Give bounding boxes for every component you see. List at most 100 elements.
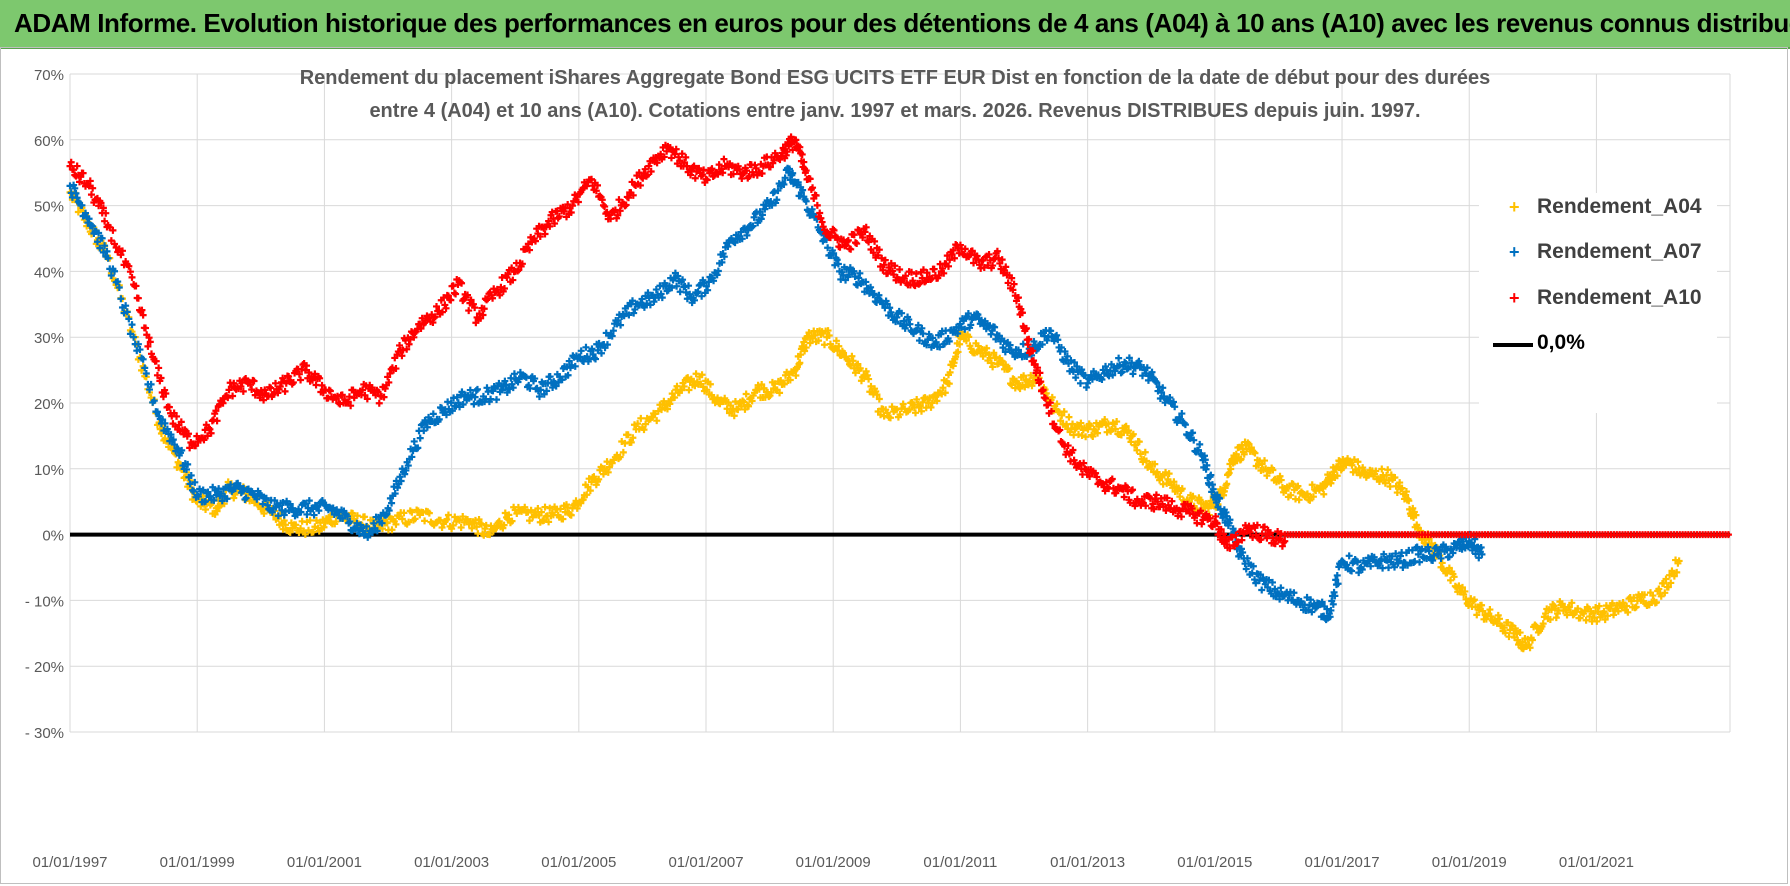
data-point: [82, 209, 90, 217]
data-point: [776, 389, 784, 397]
data-point: [990, 349, 998, 357]
data-point: [480, 305, 488, 313]
data-point: [386, 369, 394, 377]
data-point: [1169, 398, 1177, 406]
data-point: [95, 229, 103, 237]
data-point: [592, 355, 600, 363]
data-point: [830, 249, 838, 257]
data-point: [1089, 432, 1097, 440]
data-point: [1458, 583, 1466, 591]
data-point: [217, 490, 225, 498]
data-point: [792, 372, 800, 380]
data-point: [1203, 461, 1211, 469]
data-point: [1228, 533, 1236, 541]
data-point: [667, 154, 675, 162]
data-point: [1081, 371, 1089, 379]
data-point: [467, 296, 475, 304]
data-point: [1318, 598, 1326, 606]
data-point: [363, 522, 371, 530]
data-point: [785, 165, 793, 173]
data-point: [824, 327, 832, 335]
data-point: [408, 453, 416, 461]
data-point: [973, 252, 981, 260]
data-point: [1189, 492, 1197, 500]
data-point: [89, 184, 97, 192]
data-point: [723, 405, 731, 413]
data-point: [682, 288, 690, 296]
data-point: [346, 517, 354, 525]
data-point: [800, 338, 808, 346]
y-tick-label: 60%: [34, 133, 64, 150]
data-point: [449, 282, 457, 290]
data-point: [385, 507, 393, 515]
data-point: [681, 158, 689, 166]
data-point: [477, 520, 485, 528]
data-point: [691, 382, 699, 390]
data-point: [695, 164, 703, 172]
data-point: [1158, 389, 1166, 397]
data-point: [186, 480, 194, 488]
data-point: [800, 158, 808, 166]
data-point: [125, 315, 133, 323]
data-point: [464, 291, 472, 299]
data-point: [227, 481, 235, 489]
data-point: [1334, 580, 1342, 588]
data-point: [622, 201, 630, 209]
data-point: [865, 238, 873, 246]
data-point: [1136, 450, 1144, 458]
data-point: [815, 337, 823, 345]
data-point: [559, 515, 567, 523]
data-point: [900, 317, 908, 325]
data-point: [1282, 487, 1290, 495]
data-point: [495, 517, 503, 525]
data-point: [678, 386, 686, 394]
data-point: [758, 170, 766, 178]
data-point: [614, 316, 622, 324]
data-point: [514, 267, 522, 275]
data-point: [905, 316, 913, 324]
y-tick-label: 10%: [34, 462, 64, 479]
data-point: [429, 319, 437, 327]
data-point: [142, 324, 150, 332]
data-point: [980, 264, 988, 272]
data-point: [1186, 434, 1194, 442]
data-point: [1239, 549, 1247, 557]
data-point: [873, 391, 881, 399]
data-point: [282, 379, 290, 387]
data-point: [644, 171, 652, 179]
data-point: [501, 509, 509, 517]
data-point: [1504, 618, 1512, 626]
data-point: [853, 361, 861, 369]
data-point: [1276, 534, 1284, 542]
data-point: [398, 352, 406, 360]
data-point: [1168, 497, 1176, 505]
data-point: [1178, 485, 1186, 493]
data-point: [347, 402, 355, 410]
data-point: [380, 393, 388, 401]
data-point: [1201, 456, 1209, 464]
data-point: [1429, 556, 1437, 564]
data-point: [558, 376, 566, 384]
data-point: [720, 253, 728, 261]
data-point: [103, 247, 111, 255]
data-point: [1163, 479, 1171, 487]
data-point: [1258, 586, 1266, 594]
data-point: [1589, 609, 1597, 617]
data-point: [615, 196, 623, 204]
data-point: [968, 247, 976, 255]
data-point: [417, 324, 425, 332]
data-point: [1308, 608, 1316, 616]
data-point: [1660, 579, 1668, 587]
data-point: [420, 427, 428, 435]
data-point: [820, 341, 828, 349]
data-point: [1086, 472, 1094, 480]
x-tick-label: 01/01/1997: [32, 854, 107, 871]
data-point: [923, 341, 931, 349]
data-point: [187, 471, 195, 479]
data-point: [1516, 629, 1524, 637]
legend-label-a04: Rendement_A04: [1537, 195, 1702, 218]
data-point: [564, 200, 572, 208]
data-point: [644, 289, 652, 297]
data-point: [985, 250, 993, 258]
data-point: [557, 505, 565, 513]
